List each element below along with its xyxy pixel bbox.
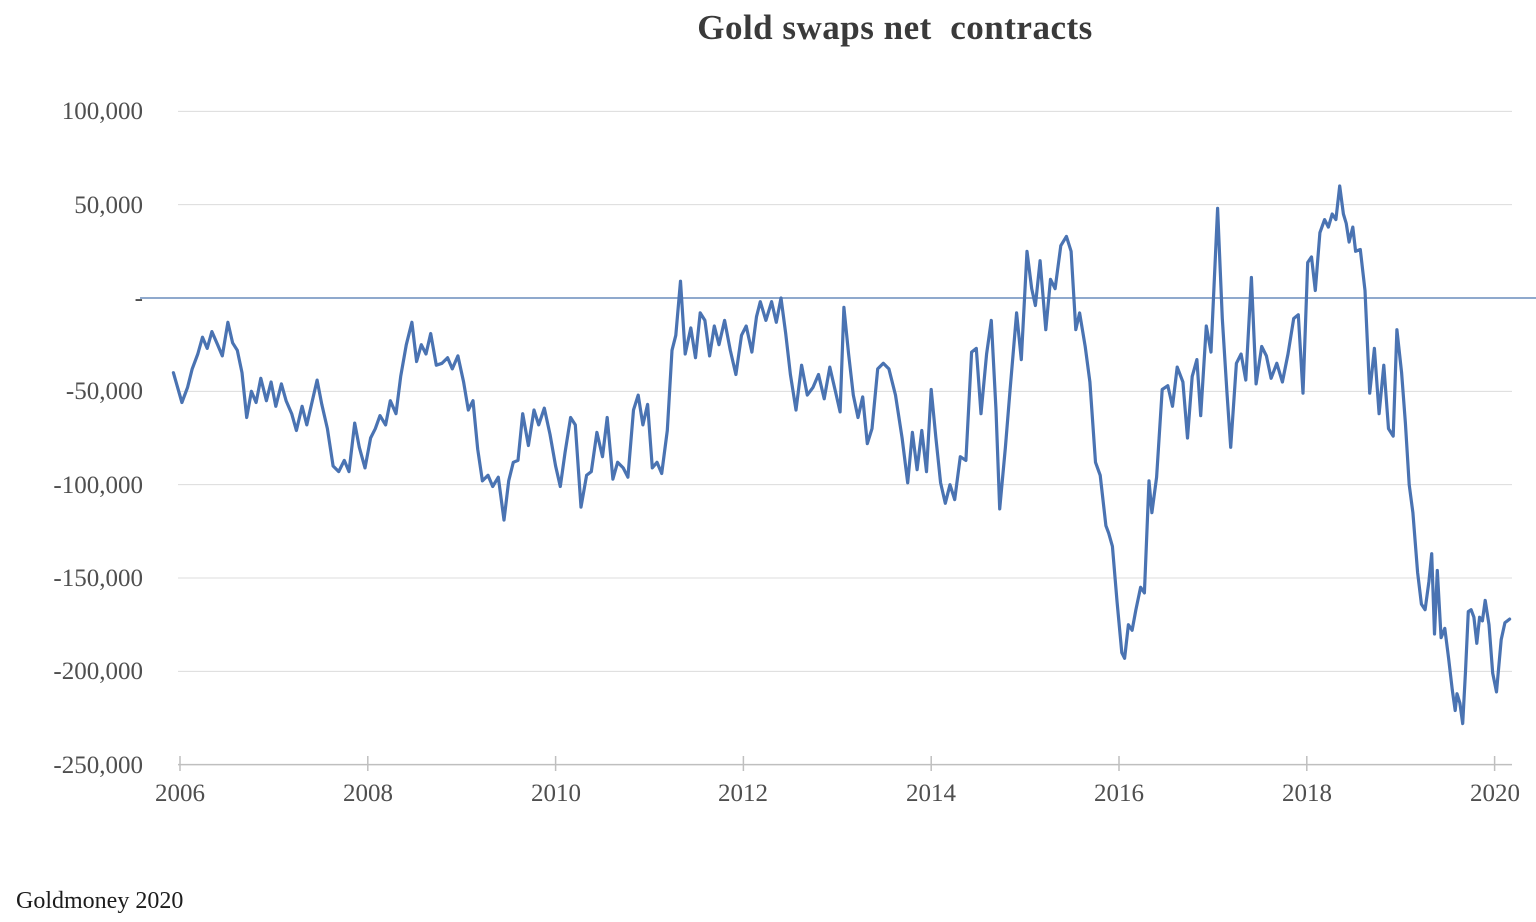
data-series-line (171, 184, 1512, 726)
x-axis-label: 2008 (343, 780, 393, 807)
x-axis-label: 2014 (906, 780, 956, 807)
x-axis-label: 2006 (155, 780, 205, 807)
y-axis-label: -200,000 (53, 658, 143, 685)
chart-title: Gold swaps net contracts (697, 8, 1093, 47)
x-axis-label: 2012 (718, 780, 768, 807)
y-axis-label: 50,000 (74, 192, 143, 219)
y-axis-label: -250,000 (53, 752, 143, 779)
y-axis-label: - (134, 285, 143, 312)
x-axis-label: 2016 (1094, 780, 1144, 807)
x-axis-label: 2020 (1470, 780, 1520, 807)
x-axis-label: 2010 (531, 780, 581, 807)
y-axis-label: -50,000 (65, 378, 143, 405)
y-axis-label: -100,000 (53, 472, 143, 499)
y-axis-label: 100,000 (61, 98, 143, 125)
source-note: Goldmoney 2020 (16, 888, 184, 914)
y-axis-label: -150,000 (53, 565, 143, 592)
x-axis-label: 2018 (1282, 780, 1332, 807)
